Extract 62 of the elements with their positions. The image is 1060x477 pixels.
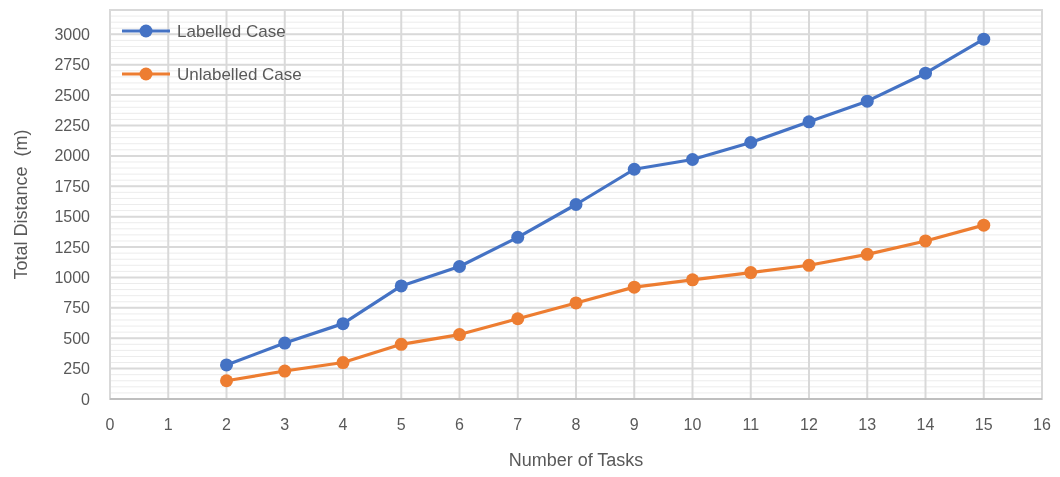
x-tick-label: 12 — [800, 416, 818, 433]
x-tick-label: 7 — [513, 416, 523, 433]
x-axis-title: Number of Tasks — [508, 450, 644, 470]
legend-label: Unlabelled Case — [177, 64, 302, 84]
y-tick-label: 750 — [63, 299, 91, 317]
point — [453, 260, 466, 273]
point — [453, 328, 466, 342]
point — [627, 280, 641, 294]
point — [336, 317, 350, 331]
legend-label: Labelled Case — [177, 21, 286, 41]
y-tick-label: 1500 — [54, 208, 91, 226]
y-tick-label: 1750 — [54, 177, 91, 195]
point — [919, 66, 932, 80]
x-tick-label: 9 — [629, 416, 639, 433]
y-tick-label: 250 — [63, 360, 91, 378]
point — [802, 115, 816, 129]
y-tick-label: 2750 — [54, 56, 91, 74]
y-tick-label: 1000 — [54, 269, 91, 287]
point — [802, 258, 816, 272]
x-tick-label: 16 — [1033, 416, 1051, 433]
y-tick-label: 1250 — [54, 238, 91, 256]
y-tick-label: 2500 — [54, 86, 91, 104]
x-tick-label: 6 — [455, 416, 465, 433]
point — [511, 230, 525, 244]
x-tick-label: 14 — [916, 416, 935, 433]
point — [977, 32, 991, 46]
x-tick-label: 11 — [742, 416, 760, 433]
x-tick-label: 4 — [338, 416, 348, 433]
y-tick-label: 3000 — [54, 25, 91, 43]
x-tick-label: 1 — [163, 416, 173, 433]
x-tick-label: 15 — [974, 416, 993, 433]
point — [627, 162, 641, 176]
point — [394, 279, 408, 293]
x-tick-label: 8 — [571, 416, 581, 433]
point — [336, 356, 350, 370]
x-tick-label: 10 — [683, 416, 702, 433]
x-tick-label: 13 — [858, 416, 877, 433]
point — [278, 364, 292, 378]
point — [220, 374, 233, 388]
point — [919, 234, 932, 248]
point — [220, 358, 233, 372]
y-tick-label: 2250 — [54, 117, 91, 135]
point — [860, 94, 874, 108]
x-tick-label: 3 — [280, 416, 290, 433]
point — [511, 312, 525, 326]
y-tick-label: 500 — [63, 329, 91, 347]
x-tick-label: 2 — [222, 416, 232, 433]
point — [744, 266, 758, 280]
point — [686, 153, 699, 167]
x-tick-label: 0 — [105, 416, 115, 433]
point — [744, 136, 758, 149]
point — [394, 337, 408, 351]
point — [977, 218, 991, 232]
y-axis-title: Total Distance (m) — [11, 129, 31, 280]
point — [569, 296, 583, 310]
point — [278, 336, 292, 350]
point — [569, 198, 583, 211]
y-tick-label: 0 — [81, 390, 91, 408]
y-tick-label: 2000 — [54, 147, 91, 165]
point — [686, 273, 699, 287]
point — [860, 247, 874, 261]
x-tick-label: 5 — [396, 416, 406, 433]
